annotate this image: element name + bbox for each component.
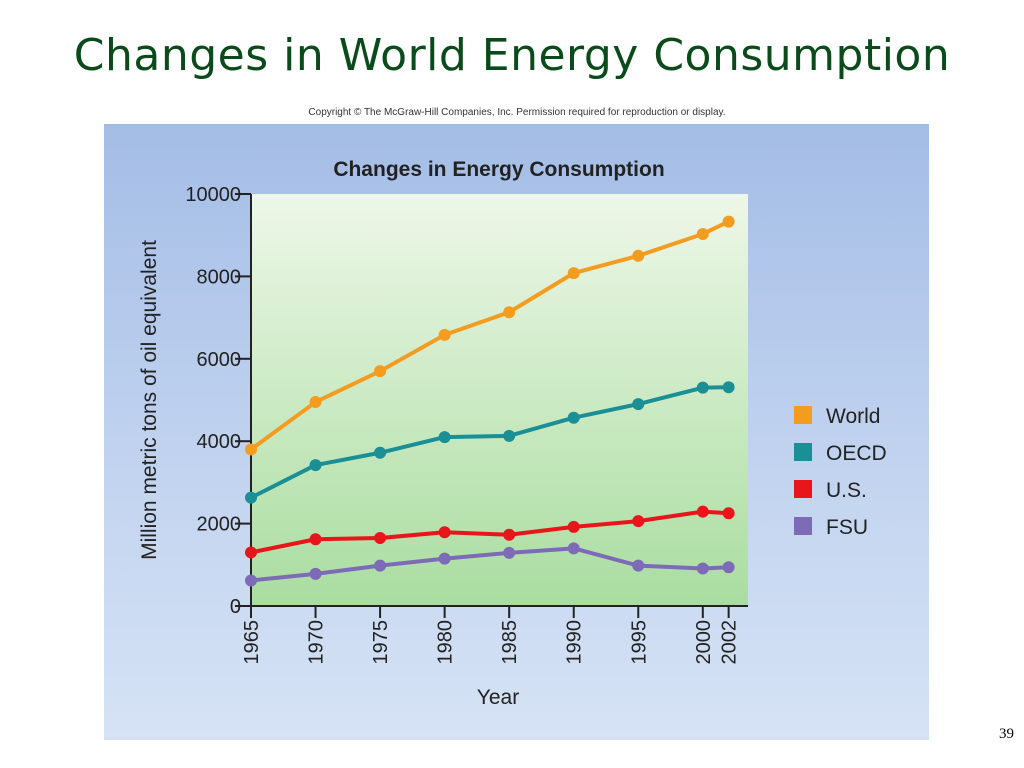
data-point-us: [722, 507, 735, 520]
data-point-fsu: [696, 562, 709, 575]
y-tick-label: 6000: [197, 349, 242, 371]
y-tick-label: 8000: [197, 266, 242, 288]
plot-area: [251, 194, 748, 606]
data-point-fsu: [245, 574, 257, 587]
data-point-world: [245, 443, 257, 456]
legend-label-fsu: FSU: [826, 516, 868, 539]
data-point-world: [503, 306, 516, 319]
data-point-us: [374, 532, 387, 545]
data-point-oecd: [696, 381, 709, 394]
y-tick-label: 2000: [197, 514, 242, 536]
data-point-us: [245, 546, 257, 559]
y-tick-label: 4000: [197, 431, 242, 453]
data-point-world: [632, 249, 645, 262]
data-point-world: [722, 215, 735, 228]
y-tick-label: 0: [230, 596, 241, 618]
data-point-world: [309, 396, 322, 409]
x-tick-label: 1975: [370, 620, 392, 665]
legend-swatch-us: [794, 480, 812, 498]
legend-label-oecd: OECD: [826, 442, 887, 465]
legend-swatch-fsu: [794, 517, 812, 535]
x-tick-label: 1990: [564, 620, 586, 665]
data-point-world: [438, 328, 451, 341]
data-point-us: [503, 528, 516, 541]
data-point-world: [567, 267, 580, 280]
series-lines: [245, 215, 735, 587]
legend-label-world: World: [826, 405, 880, 428]
data-point-oecd: [722, 381, 735, 394]
data-point-fsu: [309, 567, 322, 580]
x-tick-label: 1965: [241, 620, 263, 665]
data-point-oecd: [632, 398, 645, 411]
data-point-us: [567, 520, 580, 533]
data-point-oecd: [245, 491, 257, 504]
x-axis-label: Year: [477, 686, 519, 709]
y-tick-label: 10000: [185, 184, 241, 206]
data-point-fsu: [567, 542, 580, 555]
x-tick-label: 2002: [719, 620, 741, 665]
slide-title: Changes in World Energy Consumption: [73, 30, 951, 81]
data-point-fsu: [722, 561, 735, 574]
data-point-fsu: [438, 552, 451, 565]
data-point-us: [696, 505, 709, 518]
page-number: 39: [999, 726, 1014, 742]
data-point-oecd: [309, 459, 322, 472]
data-point-fsu: [503, 546, 516, 559]
data-point-us: [309, 533, 322, 546]
legend-swatch-world: [794, 406, 812, 424]
data-point-fsu: [374, 559, 387, 572]
data-point-oecd: [567, 411, 580, 424]
data-point-fsu: [632, 559, 645, 572]
legend: World OECD U.S. FSU: [794, 405, 887, 539]
chart-title: Changes in Energy Consumption: [333, 158, 664, 181]
x-tick-label: 1995: [628, 620, 650, 665]
x-tick-label: 2000: [693, 620, 715, 665]
data-point-oecd: [374, 446, 387, 459]
data-point-oecd: [503, 429, 516, 442]
copyright-notice: Copyright © The McGraw-Hill Companies, I…: [308, 107, 726, 118]
data-point-us: [438, 526, 451, 539]
y-axis-label: Million metric tons of oil equivalent: [138, 240, 161, 560]
x-tick-label: 1980: [435, 620, 457, 665]
data-point-world: [374, 365, 387, 378]
data-point-world: [696, 227, 709, 240]
axes: 0 2000 4000 6000 8000 10000 1965 1970 1975 1980 19…: [185, 184, 748, 665]
x-tick-label: 1985: [499, 620, 521, 665]
data-point-oecd: [438, 431, 451, 444]
legend-label-us: U.S.: [826, 479, 867, 502]
data-point-us: [632, 515, 645, 528]
legend-swatch-oecd: [794, 443, 812, 461]
x-tick-label: 1970: [306, 620, 328, 665]
